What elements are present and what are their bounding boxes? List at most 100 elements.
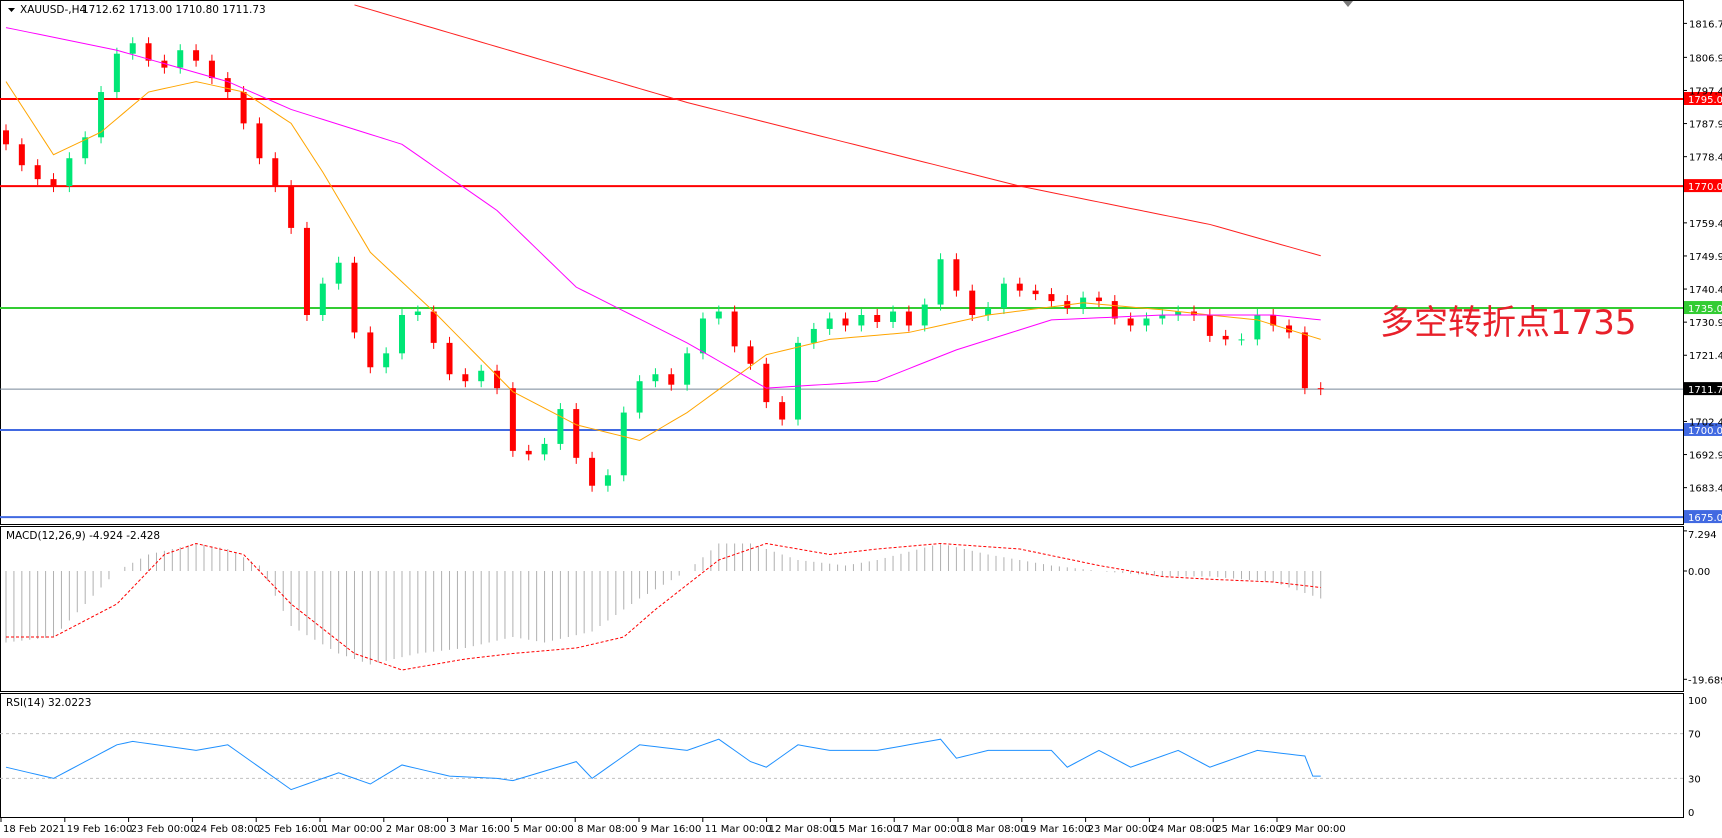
candle xyxy=(684,347,691,391)
candle-body xyxy=(383,353,390,368)
candle-body xyxy=(747,346,754,364)
candle-body xyxy=(668,374,675,385)
candle-body xyxy=(1127,318,1134,326)
x-tick-label: 25 Mar 16:00 xyxy=(1215,824,1282,835)
candle xyxy=(1000,277,1007,315)
candle xyxy=(430,305,437,349)
macd-title: MACD(12,26,9) -4.924 -2.428 xyxy=(6,530,160,542)
candle xyxy=(573,403,580,464)
candle xyxy=(985,302,992,322)
candle-body xyxy=(462,374,469,382)
candle xyxy=(272,152,279,193)
candle-body xyxy=(478,370,485,382)
candle xyxy=(82,131,89,165)
candle-body xyxy=(1206,315,1213,336)
candle-body xyxy=(858,315,865,326)
x-tick-label: 24 Mar 08:00 xyxy=(1151,824,1218,835)
candle xyxy=(890,305,897,328)
candle xyxy=(256,117,263,165)
candle xyxy=(50,173,57,193)
candle-body xyxy=(224,78,231,93)
dropdown-triangle-icon[interactable] xyxy=(8,8,15,12)
candle-body xyxy=(1238,339,1245,341)
candle xyxy=(668,368,675,391)
candle xyxy=(715,305,722,325)
candle-body xyxy=(905,311,912,326)
candle xyxy=(113,47,120,99)
y-tick-label: 1730.95 xyxy=(1689,318,1722,329)
macd-y-tick-label: -19.689 xyxy=(1688,675,1722,686)
rsi-panel xyxy=(0,693,1684,818)
candle-body xyxy=(193,50,200,61)
macd-y-tick-label: 0.00 xyxy=(1688,567,1710,578)
candle-body xyxy=(953,259,960,291)
candle-body xyxy=(525,450,532,455)
candle-body xyxy=(303,227,310,316)
candle xyxy=(18,138,25,172)
candle xyxy=(319,277,326,322)
candle-body xyxy=(985,308,992,316)
rsi-line xyxy=(5,738,1321,791)
candle xyxy=(1032,284,1039,301)
level-price-label: 1711.73 xyxy=(1688,385,1722,396)
candle-body xyxy=(335,262,342,284)
candle-body xyxy=(1254,315,1261,340)
candle-body xyxy=(1032,290,1039,295)
candle-body xyxy=(1270,315,1277,326)
candle-body xyxy=(113,53,120,93)
x-tick-label: 19 Feb 16:00 xyxy=(67,824,133,835)
level-price-label: 1675.00 xyxy=(1688,513,1722,524)
x-tick-label: 23 Mar 00:00 xyxy=(1088,824,1155,835)
candle xyxy=(620,406,627,482)
moving-average-line xyxy=(5,81,1321,441)
candle-body xyxy=(3,130,9,145)
candle-body xyxy=(98,92,105,138)
candle xyxy=(66,152,73,193)
y-tick-label: 1759.45 xyxy=(1689,219,1722,230)
candle xyxy=(335,256,342,290)
macd-signal-line xyxy=(6,542,1321,671)
candle-body xyxy=(367,332,374,368)
level-price-tag xyxy=(1684,92,1722,105)
level-price-tag xyxy=(1684,301,1722,315)
candle xyxy=(1301,326,1308,395)
x-tick-label: 23 Feb 00:00 xyxy=(131,824,197,835)
candle xyxy=(937,253,944,311)
candle-body xyxy=(699,318,706,354)
candle-body xyxy=(715,311,722,319)
candle xyxy=(557,403,564,450)
y-tick-label: 1816.70 xyxy=(1689,19,1722,30)
y-tick-label: 1740.45 xyxy=(1689,285,1722,296)
candle xyxy=(1286,319,1293,339)
candle-body xyxy=(145,43,152,61)
candle xyxy=(1222,329,1229,346)
candle xyxy=(604,469,611,492)
candle-body xyxy=(288,186,295,228)
chart-shift-marker-icon[interactable] xyxy=(1343,1,1353,7)
main-panel xyxy=(0,0,1684,525)
candle xyxy=(462,368,469,388)
candle-body xyxy=(34,165,41,180)
candle-body xyxy=(763,363,770,403)
candle xyxy=(731,305,738,353)
candle-body xyxy=(969,290,976,316)
candle xyxy=(303,221,310,322)
main-plot xyxy=(0,4,1683,519)
candle-body xyxy=(684,353,691,385)
moving-average-line xyxy=(354,4,1321,257)
candle xyxy=(589,451,596,492)
x-tick-label: 19 Mar 16:00 xyxy=(1024,824,1091,835)
candle-body xyxy=(82,137,89,159)
candle-body xyxy=(494,370,501,389)
candle-body xyxy=(430,311,437,343)
x-tick-label: 2 Mar 08:00 xyxy=(386,824,446,835)
candle-body xyxy=(446,342,453,375)
level-price-label: 1770.00 xyxy=(1688,182,1722,193)
macd-plot xyxy=(5,542,1322,671)
candle-body xyxy=(399,315,405,354)
candle-body xyxy=(272,158,279,187)
x-tick-label: 29 Mar 00:00 xyxy=(1279,824,1346,835)
candle xyxy=(414,305,421,322)
candle-body xyxy=(874,315,881,322)
